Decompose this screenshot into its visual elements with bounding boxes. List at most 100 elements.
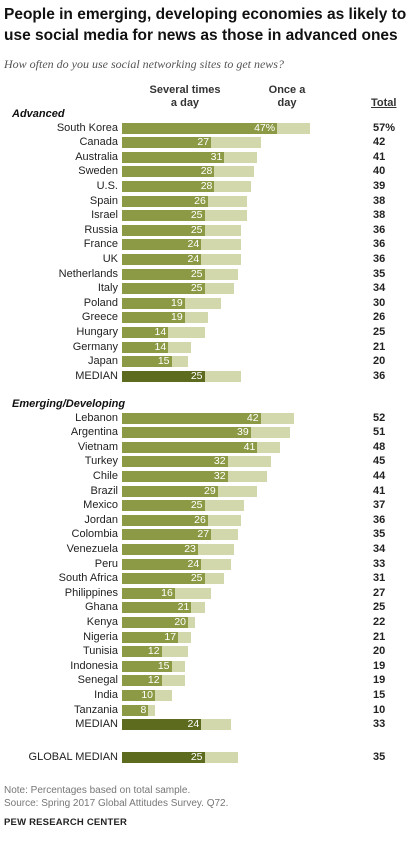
bar-several-times-greece: [122, 312, 185, 324]
bar-value-italy: 25: [190, 282, 203, 295]
row-total-poland: 30: [373, 296, 386, 309]
row-label-nigeria: Nigeria: [83, 630, 118, 643]
bar-value-jordan: 26: [194, 513, 206, 526]
row-label-vietnam: Vietnam: [77, 440, 118, 453]
row-label-turkey: Turkey: [84, 455, 118, 468]
bar-several-times-germany: [122, 341, 169, 353]
row-total-australia: 41: [373, 150, 386, 163]
chart-subtitle: How often do you use social networking s…: [4, 57, 284, 71]
row-total-ghana: 25: [373, 601, 386, 614]
row-total-mexico: 37: [373, 499, 386, 512]
row-total-uk: 36: [373, 252, 386, 265]
row-label-israel: Israel: [91, 209, 118, 222]
bar-several-times-italy: [122, 283, 205, 295]
source-text: Source: Spring 2017 Global Attitudes Sur…: [4, 798, 229, 809]
row-total-nigeria: 21: [373, 630, 386, 643]
row-label-south-africa: South Africa: [58, 572, 118, 585]
row-total-argentina: 51: [373, 426, 386, 439]
bar-several-times-mexico: [122, 500, 205, 512]
bar-several-times-colombia: [122, 529, 212, 541]
bar-value-philippines: 16: [161, 586, 173, 599]
bar-several-times-south-africa: [122, 573, 205, 585]
bar-value-france: 24: [187, 238, 200, 251]
row-label-poland: Poland: [83, 296, 118, 309]
row-label-kenya: Kenya: [86, 615, 118, 628]
bar-value-turkey: 32: [213, 455, 226, 468]
bar-several-times-uk: [122, 253, 202, 265]
bar-value-lebanon: 42: [246, 411, 259, 424]
bar-several-times-senegal: [122, 675, 162, 687]
row-total-sweden: 40: [373, 165, 386, 178]
bar-several-times-spain: [122, 195, 208, 207]
row-total-tanzania: 10: [373, 703, 386, 716]
bar-several-times-russia: [122, 224, 205, 236]
row-label-argentina: Argentina: [70, 426, 118, 439]
row-label-venezuela: Venezuela: [66, 542, 118, 555]
row-label-mexico: Mexico: [83, 499, 118, 512]
bar-several-times-brazil: [122, 485, 218, 497]
bar-value-india: 10: [141, 688, 153, 701]
row-total-france: 36: [373, 238, 386, 251]
row-total-israel: 38: [373, 209, 386, 222]
bar-value-median-1: 24: [187, 718, 200, 731]
row-total-turkey: 45: [373, 455, 386, 468]
row-label-senegal: Senegal: [77, 674, 118, 687]
row-total-indonesia: 19: [373, 659, 386, 672]
row-total-median-0: 36: [373, 369, 386, 382]
bar-several-times-japan: [122, 356, 172, 368]
row-label-japan: Japan: [88, 355, 118, 368]
bar-several-times-median-1: [122, 719, 202, 731]
bar-value-poland: 19: [171, 296, 183, 309]
bar-value-argentina: 39: [237, 426, 249, 439]
bar-several-times-indonesia: [122, 660, 172, 672]
row-total-japan: 20: [373, 355, 386, 368]
bar-several-times-median-0: [122, 370, 205, 382]
row-label-median-1: MEDIAN: [75, 718, 118, 731]
bar-value-senegal: 12: [147, 674, 160, 687]
bar-several-times-jordan: [122, 514, 208, 526]
bar-several-times-canada: [122, 137, 212, 149]
row-label-netherlands: Netherlands: [58, 267, 118, 280]
bar-several-times-sweden: [122, 166, 215, 178]
bar-several-times-peru: [122, 558, 202, 570]
bar-several-times-kenya: [122, 616, 188, 628]
row-total-lebanon: 52: [373, 411, 386, 424]
bar-several-times-ghana: [122, 602, 192, 614]
row-label-south-korea: South Korea: [56, 121, 118, 134]
row-total-tunisia: 20: [373, 645, 386, 658]
bar-value-israel: 25: [190, 209, 203, 222]
chart-title: People in emerging, developing economies…: [4, 6, 407, 44]
bar-several-times-australia: [122, 151, 225, 163]
row-label-ghana: Ghana: [84, 601, 118, 614]
row-label-australia: Australia: [75, 150, 118, 163]
row-label-hungary: Hungary: [76, 325, 118, 338]
bar-several-times-u-s: [122, 180, 215, 192]
header-several-times: Several times a day: [149, 84, 221, 109]
row-total-vietnam: 48: [373, 440, 386, 453]
row-label-uk: UK: [102, 252, 118, 265]
row-label-france: France: [83, 238, 118, 251]
header-once-a-day: Once a day: [268, 84, 306, 109]
bar-value-vietnam: 41: [243, 440, 256, 453]
bar-several-times-israel: [122, 210, 205, 222]
bar-value-tunisia: 12: [147, 645, 160, 658]
row-total-kenya: 22: [373, 615, 386, 628]
bar-value-chile: 32: [213, 469, 226, 482]
bar-value-canada: 27: [197, 136, 210, 149]
bar-value-hungary: 14: [154, 325, 167, 338]
row-total-philippines: 27: [373, 586, 386, 599]
row-total-canada: 42: [373, 136, 386, 149]
bar-several-times-venezuela: [122, 543, 198, 555]
bar-several-times-france: [122, 239, 202, 251]
row-label-tunisia: Tunisia: [82, 645, 118, 658]
bar-value-sweden: 28: [200, 165, 213, 178]
row-label-italy: Italy: [97, 282, 118, 295]
bar-several-times-netherlands: [122, 268, 205, 280]
row-label-lebanon: Lebanon: [75, 411, 118, 424]
row-label-canada: Canada: [79, 136, 118, 149]
org-name: PEW RESEARCH CENTER: [4, 817, 128, 828]
bar-value-venezuela: 23: [184, 542, 196, 555]
bar-value-indonesia: 15: [157, 659, 170, 672]
row-total-greece: 26: [373, 311, 386, 324]
bar-value-south-korea: 47%: [254, 121, 276, 134]
